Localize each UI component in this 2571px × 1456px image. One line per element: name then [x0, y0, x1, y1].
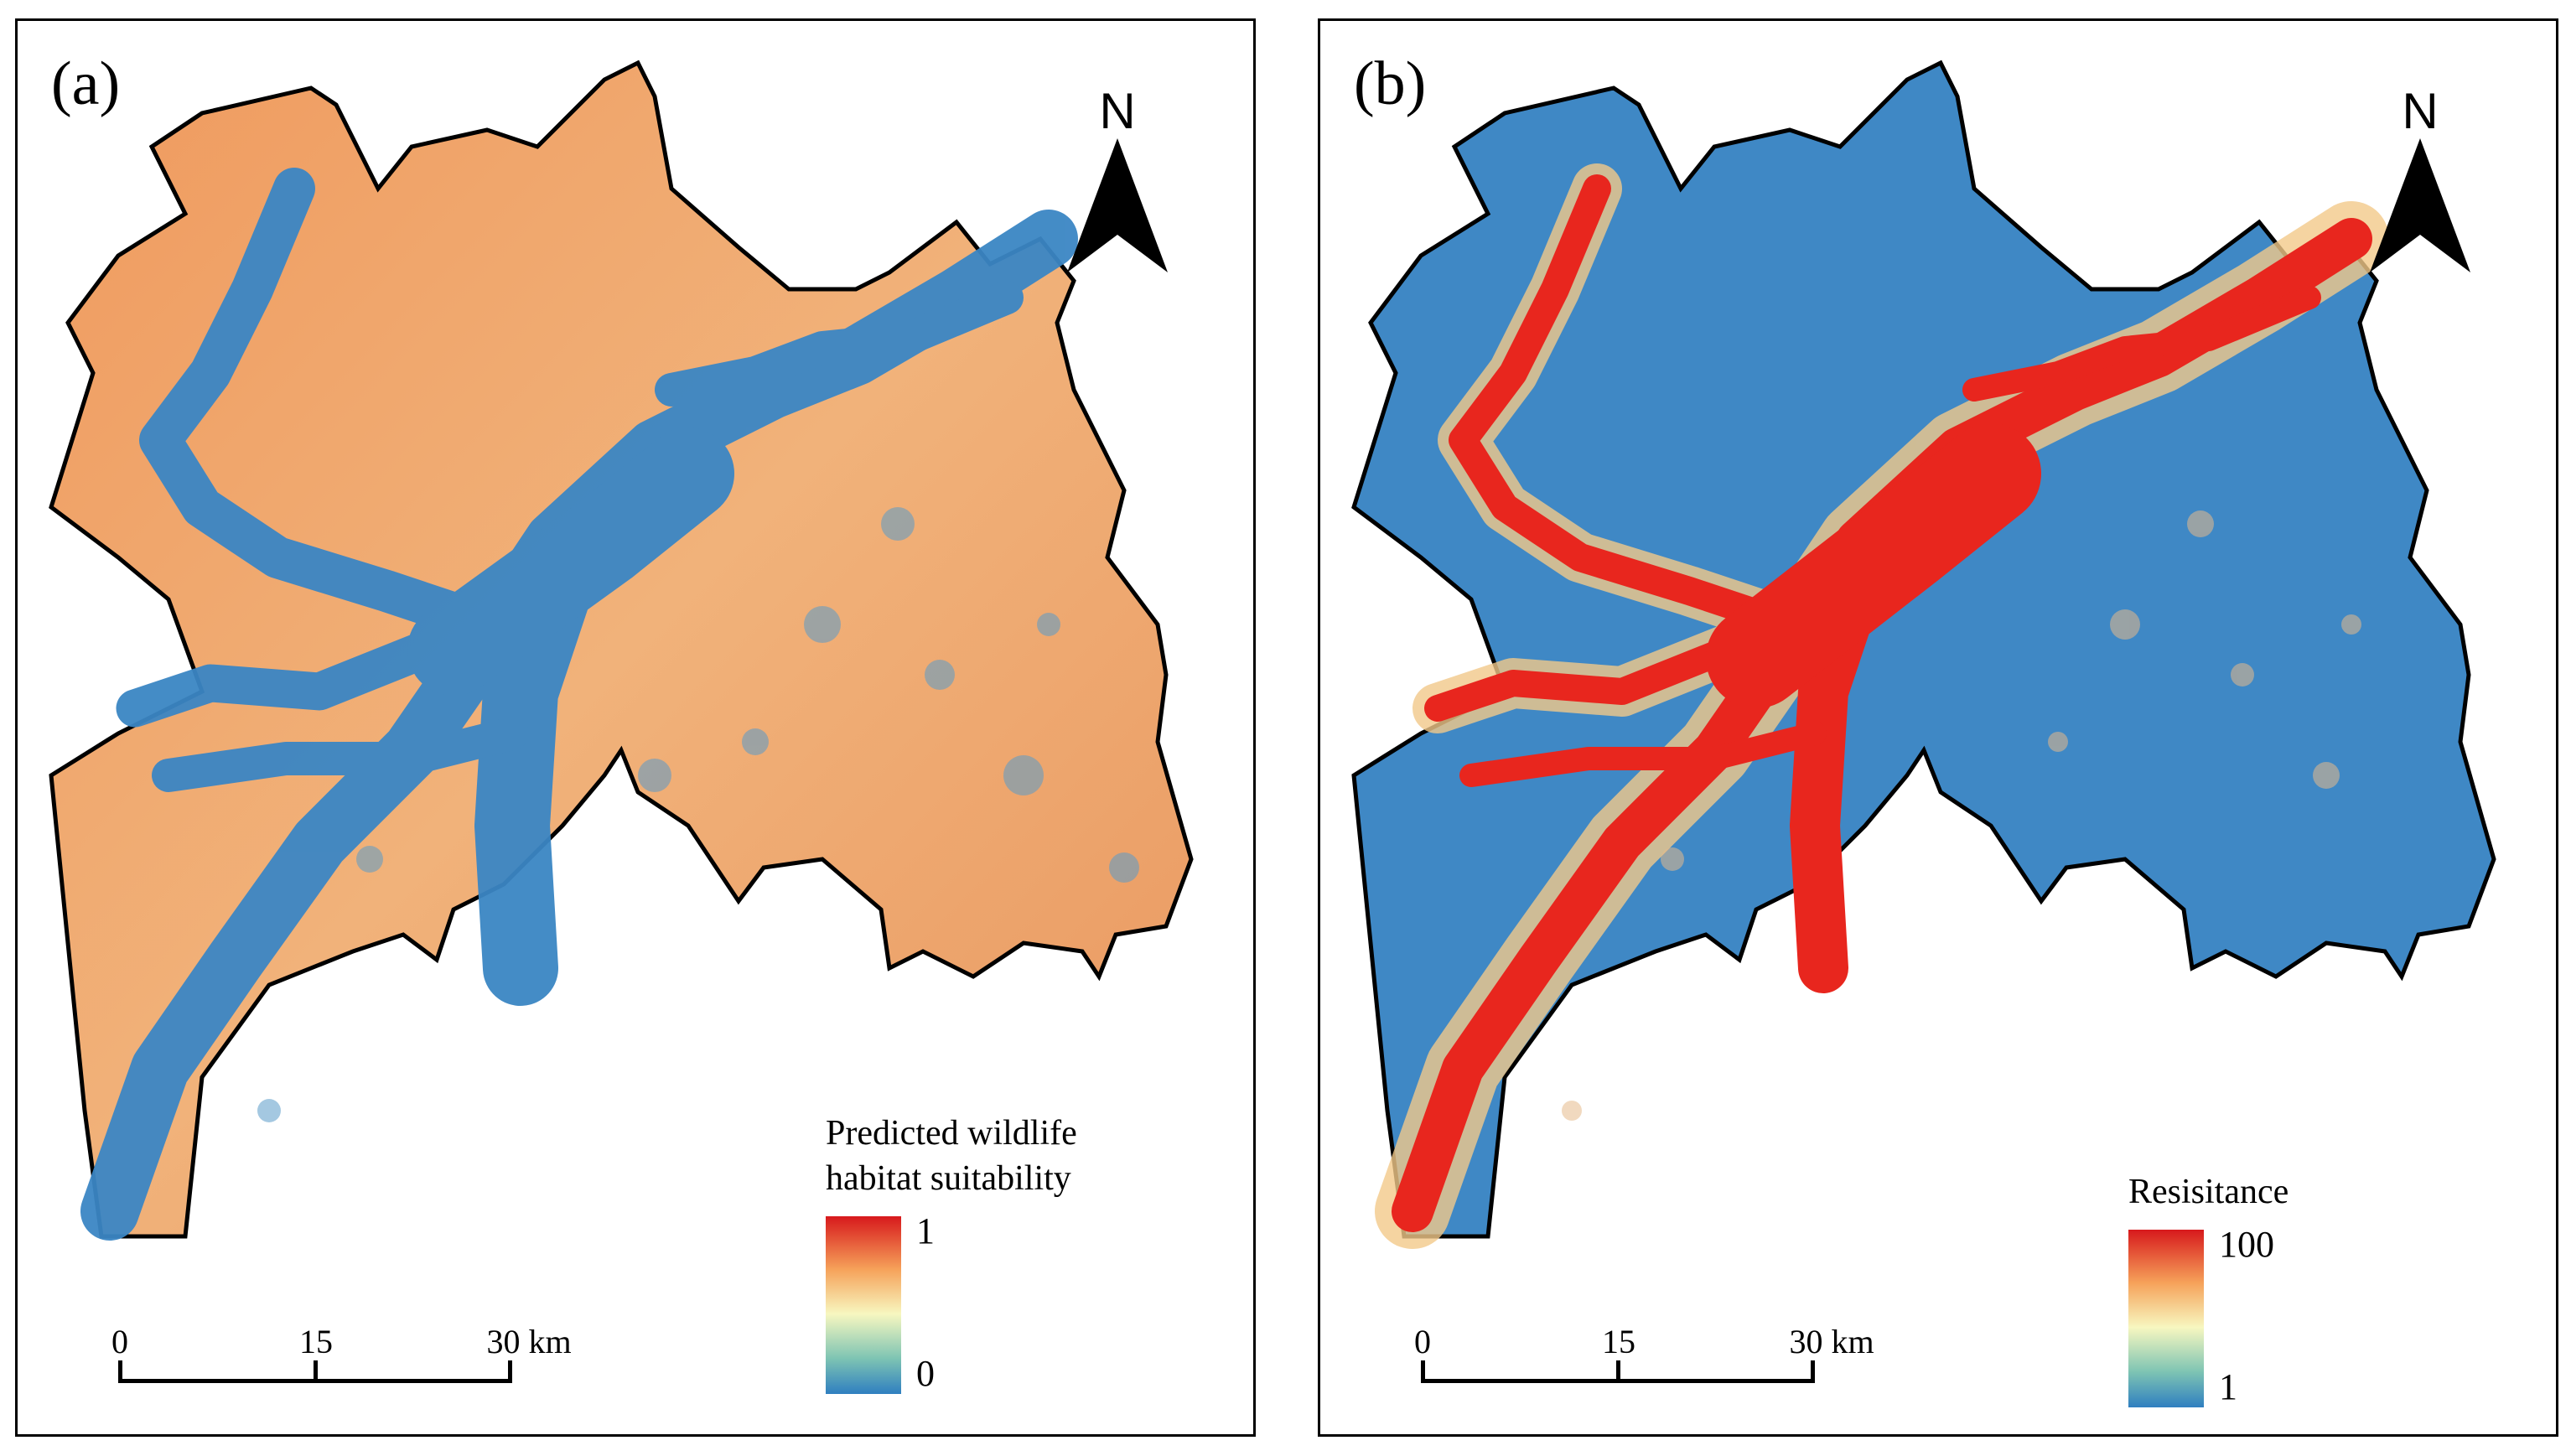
legend-title-line1: Predicted wildlife — [826, 1114, 1077, 1153]
panel-label: (b) — [1354, 49, 1427, 118]
low-suitability-corridors — [80, 168, 1078, 1241]
scale-tick — [1811, 1360, 1815, 1383]
scale-label-30km: 30 km — [1789, 1323, 1874, 1360]
legend-min-label: 1 — [2219, 1366, 2237, 1407]
legend-title-line2: habitat suitability — [826, 1159, 1071, 1198]
scale-label-15: 15 — [299, 1323, 333, 1360]
scale-bar: 0 15 30 km — [76, 1322, 572, 1406]
legend: Resisitance 100 1 — [2128, 1169, 2430, 1407]
habitat-suitability-map — [49, 60, 1194, 1241]
north-arrow-icon: N — [1067, 83, 1168, 272]
north-arrow: N — [1059, 80, 1176, 272]
panel-a: (a) N Predicted wildlife habitat suitabi… — [15, 18, 1256, 1437]
legend: Predicted wildlife habitat suitability 1… — [826, 1111, 1127, 1394]
texture-speckle — [257, 507, 1139, 1122]
color-ramp — [826, 1216, 901, 1394]
scale-bar: 0 15 30 km — [1379, 1322, 1874, 1406]
north-arrow-icon: N — [2370, 83, 2470, 272]
legend-max-label: 100 — [2219, 1224, 2274, 1265]
scale-tick — [314, 1360, 318, 1383]
scale-tick — [1616, 1360, 1620, 1383]
scale-label-0: 0 — [1414, 1323, 1431, 1360]
north-label: N — [1099, 83, 1135, 139]
resistance-map — [1351, 60, 2496, 1249]
scale-label-0: 0 — [111, 1323, 128, 1360]
scale-tick — [118, 1360, 122, 1383]
panel-b: (b) N Resisitance — [1318, 18, 2558, 1437]
color-ramp — [2128, 1230, 2204, 1407]
scale-tick — [508, 1360, 512, 1383]
scale-tick — [1421, 1360, 1425, 1383]
north-label: N — [2402, 83, 2438, 139]
legend-min-label: 0 — [916, 1353, 935, 1394]
north-arrow: N — [2361, 80, 2479, 272]
texture-speckle — [1562, 510, 2361, 1121]
legend-max-label: 1 — [916, 1210, 935, 1251]
panel-label: (a) — [51, 49, 121, 118]
legend-title: Resisitance — [2128, 1173, 2289, 1211]
scale-label-30km: 30 km — [486, 1323, 572, 1360]
scale-label-15: 15 — [1602, 1323, 1635, 1360]
high-resistance-corridors — [1392, 174, 2372, 1232]
